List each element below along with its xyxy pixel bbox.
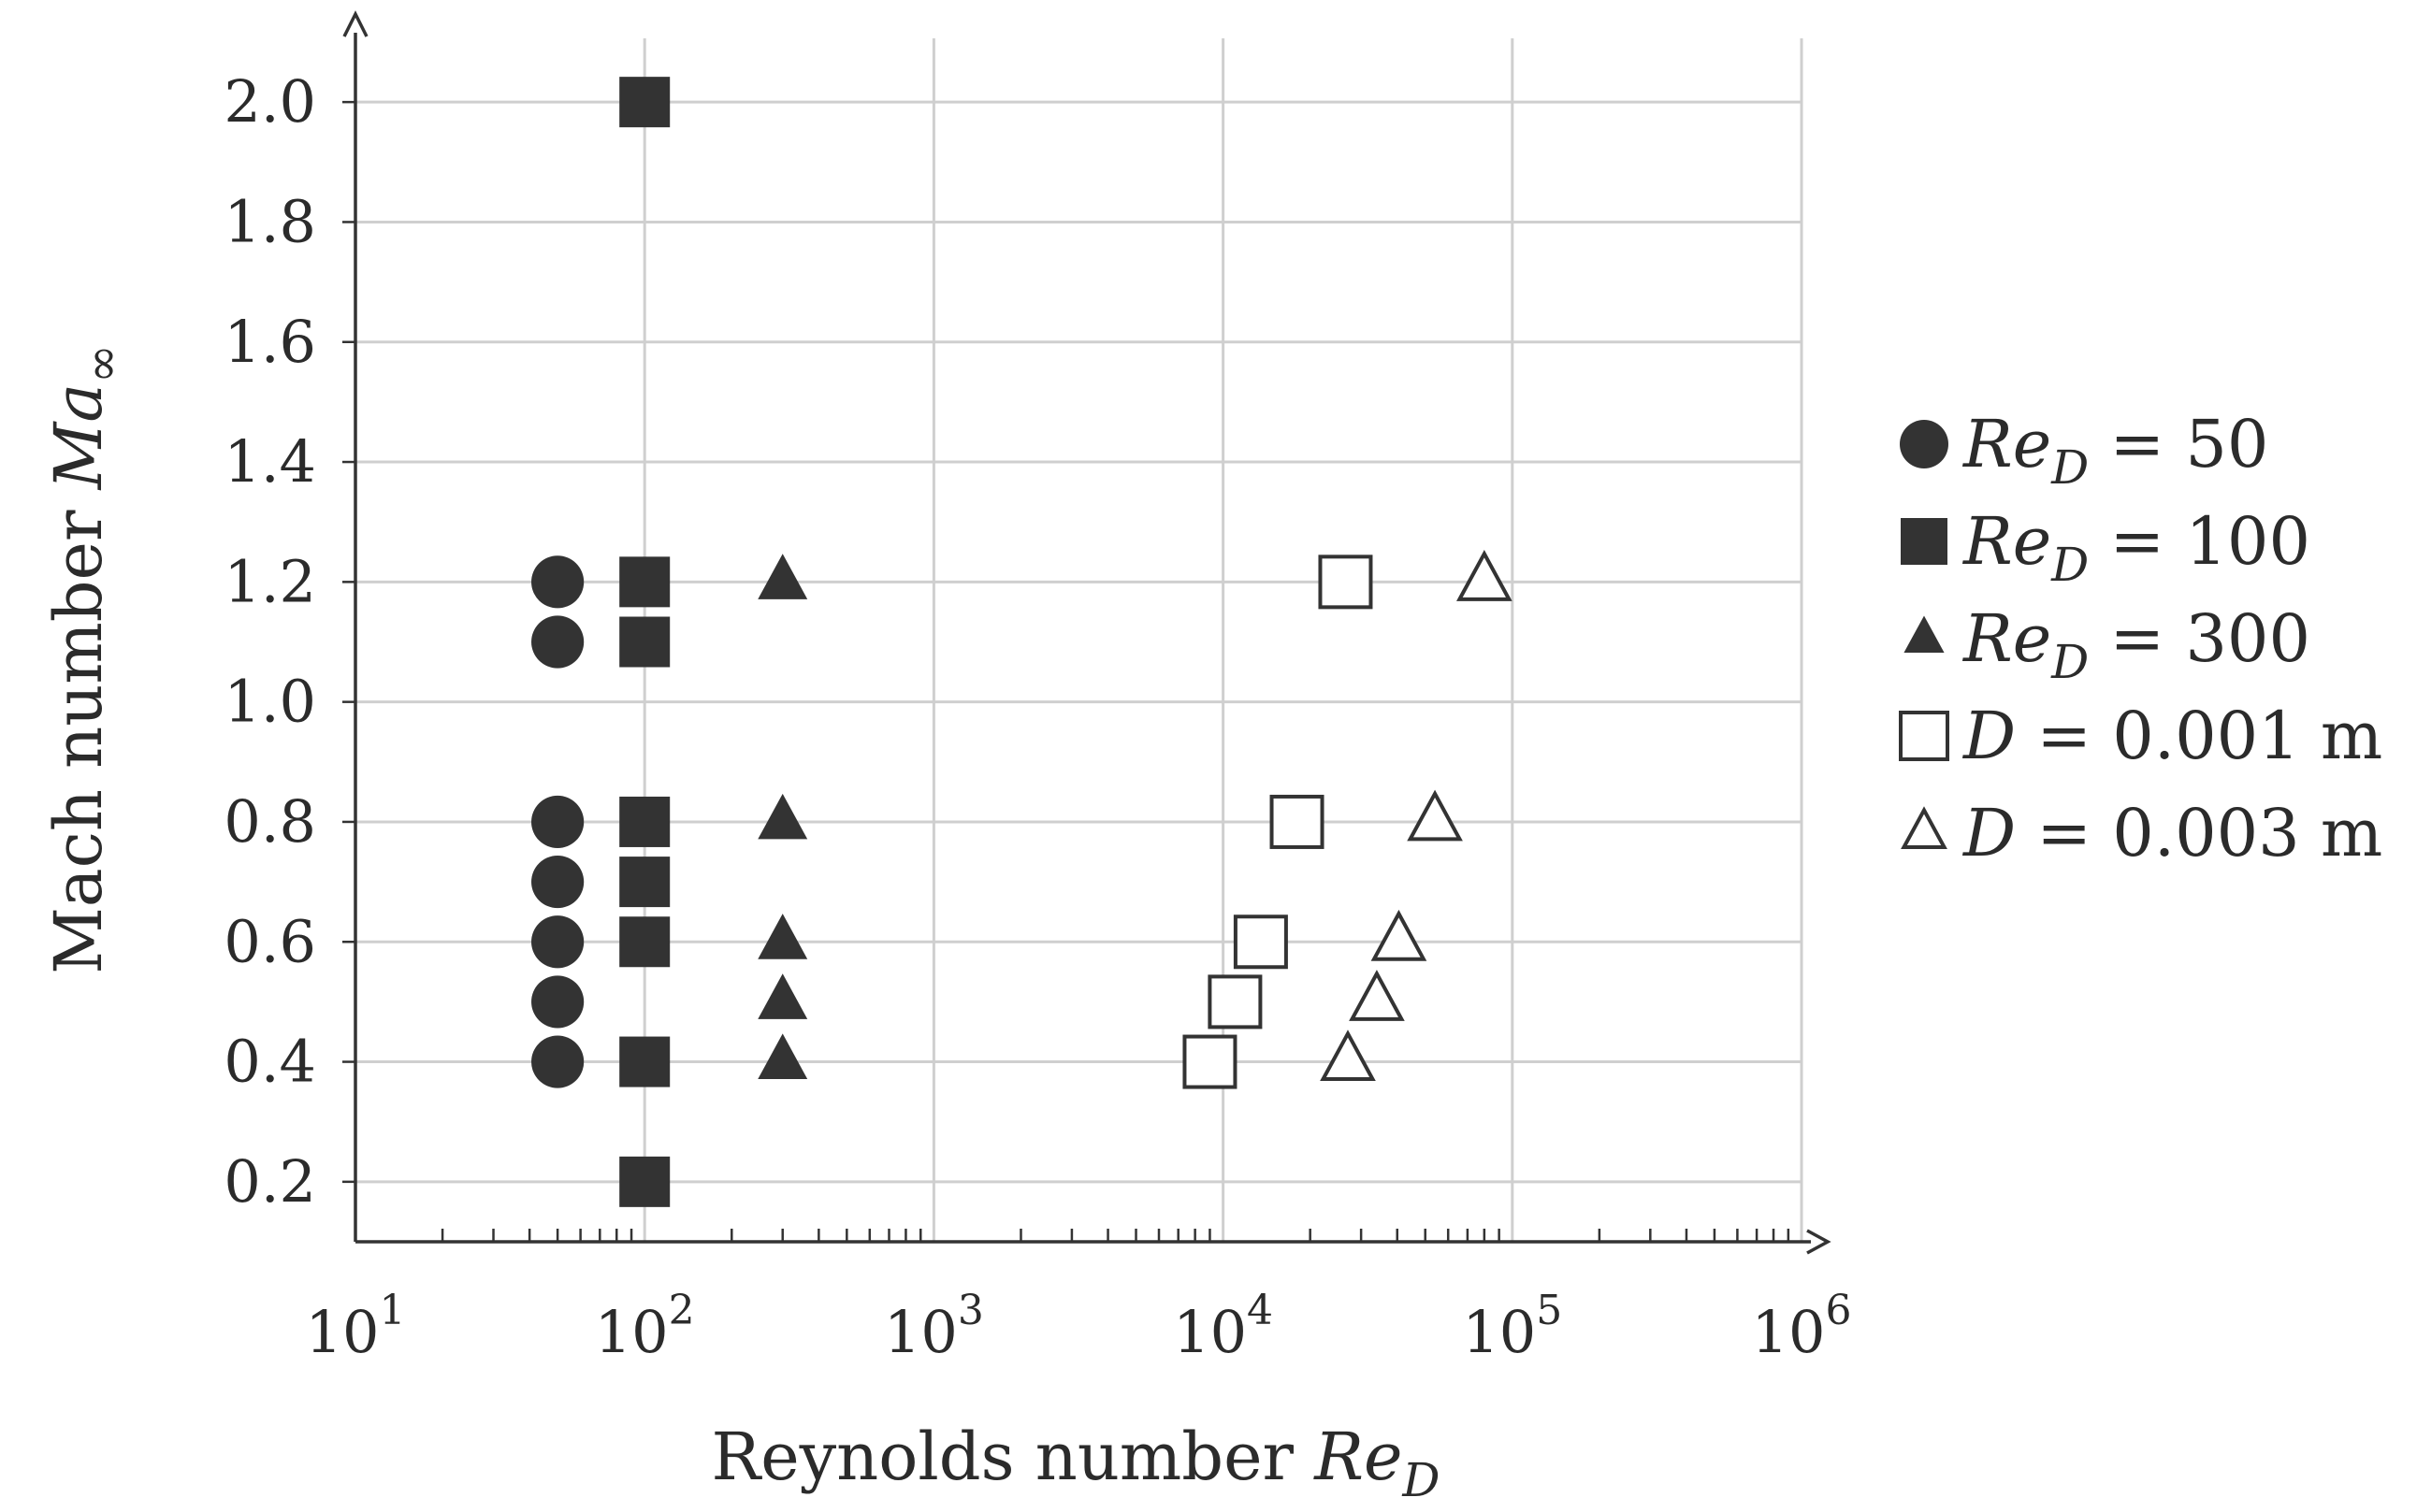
x-axis-title-text: Reynolds number [711,1418,1294,1495]
data-point [1320,1030,1376,1082]
data-point [531,975,585,1029]
y-axis-title-sub: ∞ [75,344,129,383]
y-tick-label: 0.8 [224,787,316,856]
data-point [531,915,585,969]
data-point [619,857,671,908]
x-tick-label: 104 [1173,1287,1273,1366]
data-point [1349,970,1405,1021]
y-tick-label: 1.2 [224,547,316,615]
x-axis-arrow [1806,1229,1831,1255]
x-tick-label: 106 [1752,1287,1852,1366]
data-point [1233,914,1288,970]
data-point [619,77,671,128]
x-tick-labels: 101 102 103 104 105 106 [306,1287,1852,1366]
x-axis-title: Reynolds number ReD [711,1418,1440,1507]
y-axis-title-text: Mach number [40,510,117,974]
x-axis-title-sub: D [1401,1453,1440,1507]
legend-marker [1899,711,1949,761]
legend-label: ReD = 300 [1961,600,2310,689]
data-point [1208,974,1263,1030]
data-point [758,973,808,1019]
y-tick-label: 1.4 [224,427,316,496]
legend-label: D = 0.001 m [1961,698,2382,774]
data-point [1182,1034,1237,1089]
legend-marker [1901,806,1947,850]
data-point [531,555,585,609]
y-tick-label: 1.0 [224,668,316,736]
legend-marker [1903,615,1945,654]
legend-label: ReD = 100 [1961,503,2310,592]
data-point [619,1156,671,1207]
data-point [1370,909,1427,961]
y-tick-label: 1.8 [224,187,316,255]
data-point [1456,550,1512,601]
legend-item: D = 0.003 m [1901,795,2382,871]
legend-item: ReD = 100 [1901,503,2310,592]
data-point [758,793,808,840]
legend-marker [1900,420,1948,468]
legend-label: ReD = 50 [1961,406,2268,495]
legend-item: ReD = 300 [1903,600,2310,689]
data-point [531,615,585,669]
data-point [758,914,808,959]
minor-ticks [441,1229,1790,1242]
legend-marker [1901,518,1947,565]
y-tick-label: 2.0 [224,67,316,136]
data-points [531,77,1512,1207]
axes [342,10,1831,1255]
y-axis-title: Mach number Ma∞ [40,344,129,974]
x-tick-label: 105 [1462,1287,1562,1366]
data-point [619,616,671,668]
y-axis-title-symbol: Ma [40,383,117,491]
data-point [531,1035,585,1088]
x-tick-label: 101 [306,1287,406,1366]
data-point [758,1033,808,1080]
data-point [1407,789,1463,842]
axis-titles: Reynolds number ReD Mach number Ma∞ [40,344,1440,1507]
data-point [619,916,671,968]
y-axis-arrow [342,10,369,37]
legend-item: D = 0.001 m [1899,698,2382,774]
x-tick-label: 102 [595,1287,695,1366]
x-tick-label: 103 [884,1287,984,1366]
data-point [619,796,671,847]
x-axis-title-symbol: Re [1312,1418,1402,1495]
legend-item: ReD = 50 [1900,406,2268,495]
legend-label: D = 0.003 m [1961,795,2382,871]
data-point [1269,794,1324,849]
data-point [531,795,585,849]
data-point [619,556,671,608]
y-tick-label: 0.6 [224,907,316,975]
y-tick-label: 0.4 [224,1028,316,1096]
data-point [758,554,808,599]
y-tick-label: 1.6 [224,308,316,376]
data-point [531,856,585,909]
data-point [619,1036,671,1087]
y-tick-labels: 0.2 0.4 0.6 0.8 1.0 1.2 1.4 1.6 1.8 2.0 [224,67,316,1216]
y-tick-label: 0.2 [224,1147,316,1216]
data-point [1318,554,1373,610]
